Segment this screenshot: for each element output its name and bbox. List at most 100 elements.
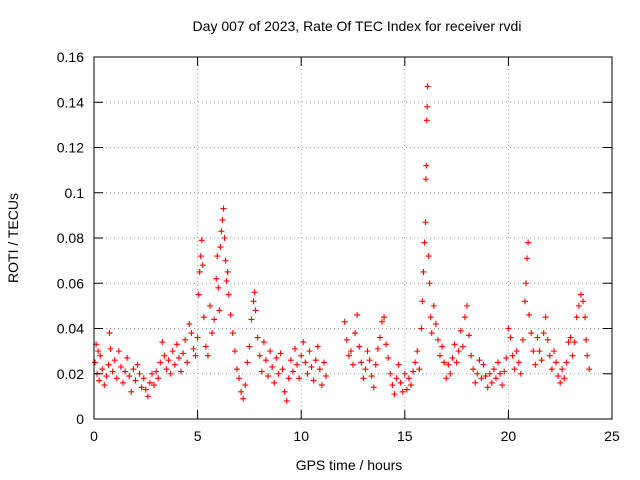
data-point	[563, 359, 570, 366]
data-point	[99, 366, 106, 373]
data-point	[389, 382, 396, 389]
data-point	[358, 359, 365, 366]
data-point	[157, 359, 164, 366]
data-point	[343, 336, 350, 343]
data-point	[428, 330, 435, 337]
data-point	[399, 388, 406, 395]
data-point	[423, 162, 430, 169]
data-point	[178, 368, 185, 375]
data-point	[296, 375, 303, 382]
data-point	[427, 314, 434, 321]
data-point	[524, 255, 531, 262]
data-point	[497, 370, 504, 377]
data-point	[155, 375, 162, 382]
data-point	[519, 336, 526, 343]
data-point	[561, 375, 568, 382]
data-point	[227, 311, 234, 318]
data-point	[364, 348, 371, 355]
data-point	[252, 307, 259, 314]
data-point	[254, 334, 261, 341]
data-point	[209, 330, 216, 337]
data-point	[582, 314, 589, 321]
y-tick-label: 0.04	[57, 321, 84, 337]
data-point	[530, 348, 537, 355]
data-point	[124, 354, 131, 361]
data-point	[103, 373, 110, 380]
data-point	[419, 298, 426, 305]
data-point	[236, 375, 243, 382]
data-point	[267, 348, 274, 355]
data-point	[275, 370, 282, 377]
data-point	[262, 357, 269, 364]
data-point	[188, 330, 195, 337]
data-point	[370, 384, 377, 391]
data-point	[306, 348, 313, 355]
data-point	[424, 103, 431, 110]
y-tick-label: 0.12	[57, 140, 84, 156]
data-point	[244, 359, 251, 366]
data-point	[294, 361, 301, 368]
data-point	[484, 384, 491, 391]
data-point	[250, 298, 257, 305]
data-point	[298, 352, 305, 359]
data-point	[376, 334, 383, 341]
data-point	[403, 386, 410, 393]
data-point	[173, 341, 180, 348]
data-point	[480, 361, 487, 368]
data-point	[559, 366, 566, 373]
data-point	[196, 268, 203, 275]
data-point	[488, 379, 495, 386]
data-point	[229, 330, 236, 337]
data-point	[161, 352, 168, 359]
data-point	[273, 354, 280, 361]
data-point	[341, 318, 348, 325]
data-point	[521, 298, 528, 305]
data-point	[476, 357, 483, 364]
data-point	[323, 373, 330, 380]
data-point	[544, 336, 551, 343]
data-point	[555, 373, 562, 380]
y-tick-label: 0.06	[57, 275, 84, 291]
data-point	[418, 325, 425, 332]
data-point	[405, 375, 412, 382]
data-point	[395, 361, 402, 368]
data-point	[583, 336, 590, 343]
data-point	[175, 354, 182, 361]
y-axis-label: ROTI / TECUs	[5, 193, 21, 283]
data-point	[246, 343, 253, 350]
y-tick-label: 0.08	[57, 230, 84, 246]
data-point	[385, 354, 392, 361]
x-tick-label: 15	[397, 428, 413, 444]
x-tick-label: 10	[293, 428, 309, 444]
data-point	[220, 205, 227, 212]
data-point	[550, 348, 557, 355]
data-point	[198, 237, 205, 244]
data-point	[546, 352, 553, 359]
data-point	[95, 348, 102, 355]
data-point	[466, 332, 473, 339]
data-point	[194, 334, 201, 341]
data-point	[312, 357, 319, 364]
data-point	[207, 302, 214, 309]
grid-lines	[94, 57, 612, 419]
data-point	[281, 388, 288, 395]
data-point	[211, 316, 218, 323]
data-point	[216, 307, 223, 314]
data-point	[472, 379, 479, 386]
data-point	[410, 368, 417, 375]
data-point	[463, 302, 470, 309]
data-point	[492, 375, 499, 382]
data-point	[225, 291, 232, 298]
data-point	[495, 359, 502, 366]
data-point	[474, 370, 481, 377]
data-point	[97, 352, 104, 359]
data-point	[163, 366, 170, 373]
data-point	[501, 368, 508, 375]
x-tick-label: 0	[90, 428, 98, 444]
data-point	[408, 382, 415, 389]
data-point	[136, 370, 143, 377]
data-point	[453, 359, 460, 366]
data-point	[107, 345, 114, 352]
data-point	[573, 314, 580, 321]
